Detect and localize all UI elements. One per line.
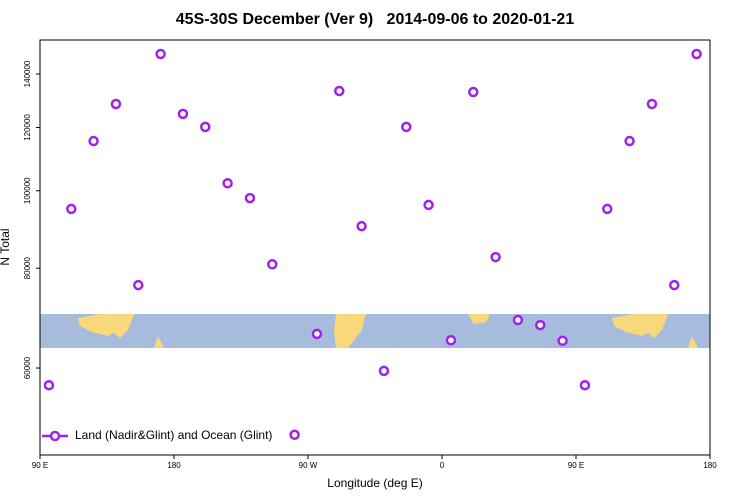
point: [244, 192, 256, 204]
point: [557, 335, 568, 347]
x-tick-label: 90 W: [299, 461, 318, 470]
point: [378, 365, 390, 377]
point: [423, 199, 434, 211]
y-tick-label: 120000: [23, 114, 32, 141]
point: [289, 429, 300, 441]
point: [512, 314, 524, 326]
point: [222, 177, 233, 189]
point: [356, 220, 367, 232]
point: [669, 279, 680, 291]
x-tick-label: 180: [167, 461, 181, 470]
point: [535, 319, 546, 331]
point: [602, 203, 613, 215]
point: [646, 98, 658, 110]
point: [490, 251, 501, 263]
chart-title: 45S-30S December (Ver 9) 2014-09-06 to 2…: [176, 11, 575, 28]
point: [624, 135, 635, 147]
x-axis-label: Longitude (deg E): [327, 476, 422, 490]
point: [155, 48, 166, 60]
point: [177, 108, 189, 120]
point: [401, 121, 412, 133]
point: [691, 48, 702, 60]
point: [133, 279, 144, 291]
point: [579, 379, 591, 391]
point: [334, 85, 345, 97]
x-tick-label: 90 E: [32, 461, 48, 470]
x-tick-label: 90 E: [568, 461, 584, 470]
point: [200, 121, 211, 133]
x-tick-label: 0: [440, 461, 445, 470]
point: [445, 335, 457, 346]
point: [311, 328, 323, 340]
x-tick-label: 180: [703, 461, 717, 470]
y-tick-label: 100000: [23, 177, 32, 204]
y-axis-label: N Total: [0, 228, 12, 265]
y-tick-label: 60000: [23, 356, 32, 379]
legend-label: Land (Nadir&Glint) and Ocean (Glint): [75, 428, 272, 442]
point: [88, 135, 99, 147]
point: [267, 259, 278, 270]
legend-marker: [49, 430, 61, 442]
map-band: [40, 314, 710, 348]
point: [66, 203, 77, 215]
y-tick-label: 80000: [23, 257, 32, 280]
point: [110, 98, 122, 110]
point: [468, 86, 479, 98]
plot-frame: [39, 39, 711, 456]
point: [43, 379, 55, 391]
y-tick-label: 140000: [23, 60, 32, 87]
